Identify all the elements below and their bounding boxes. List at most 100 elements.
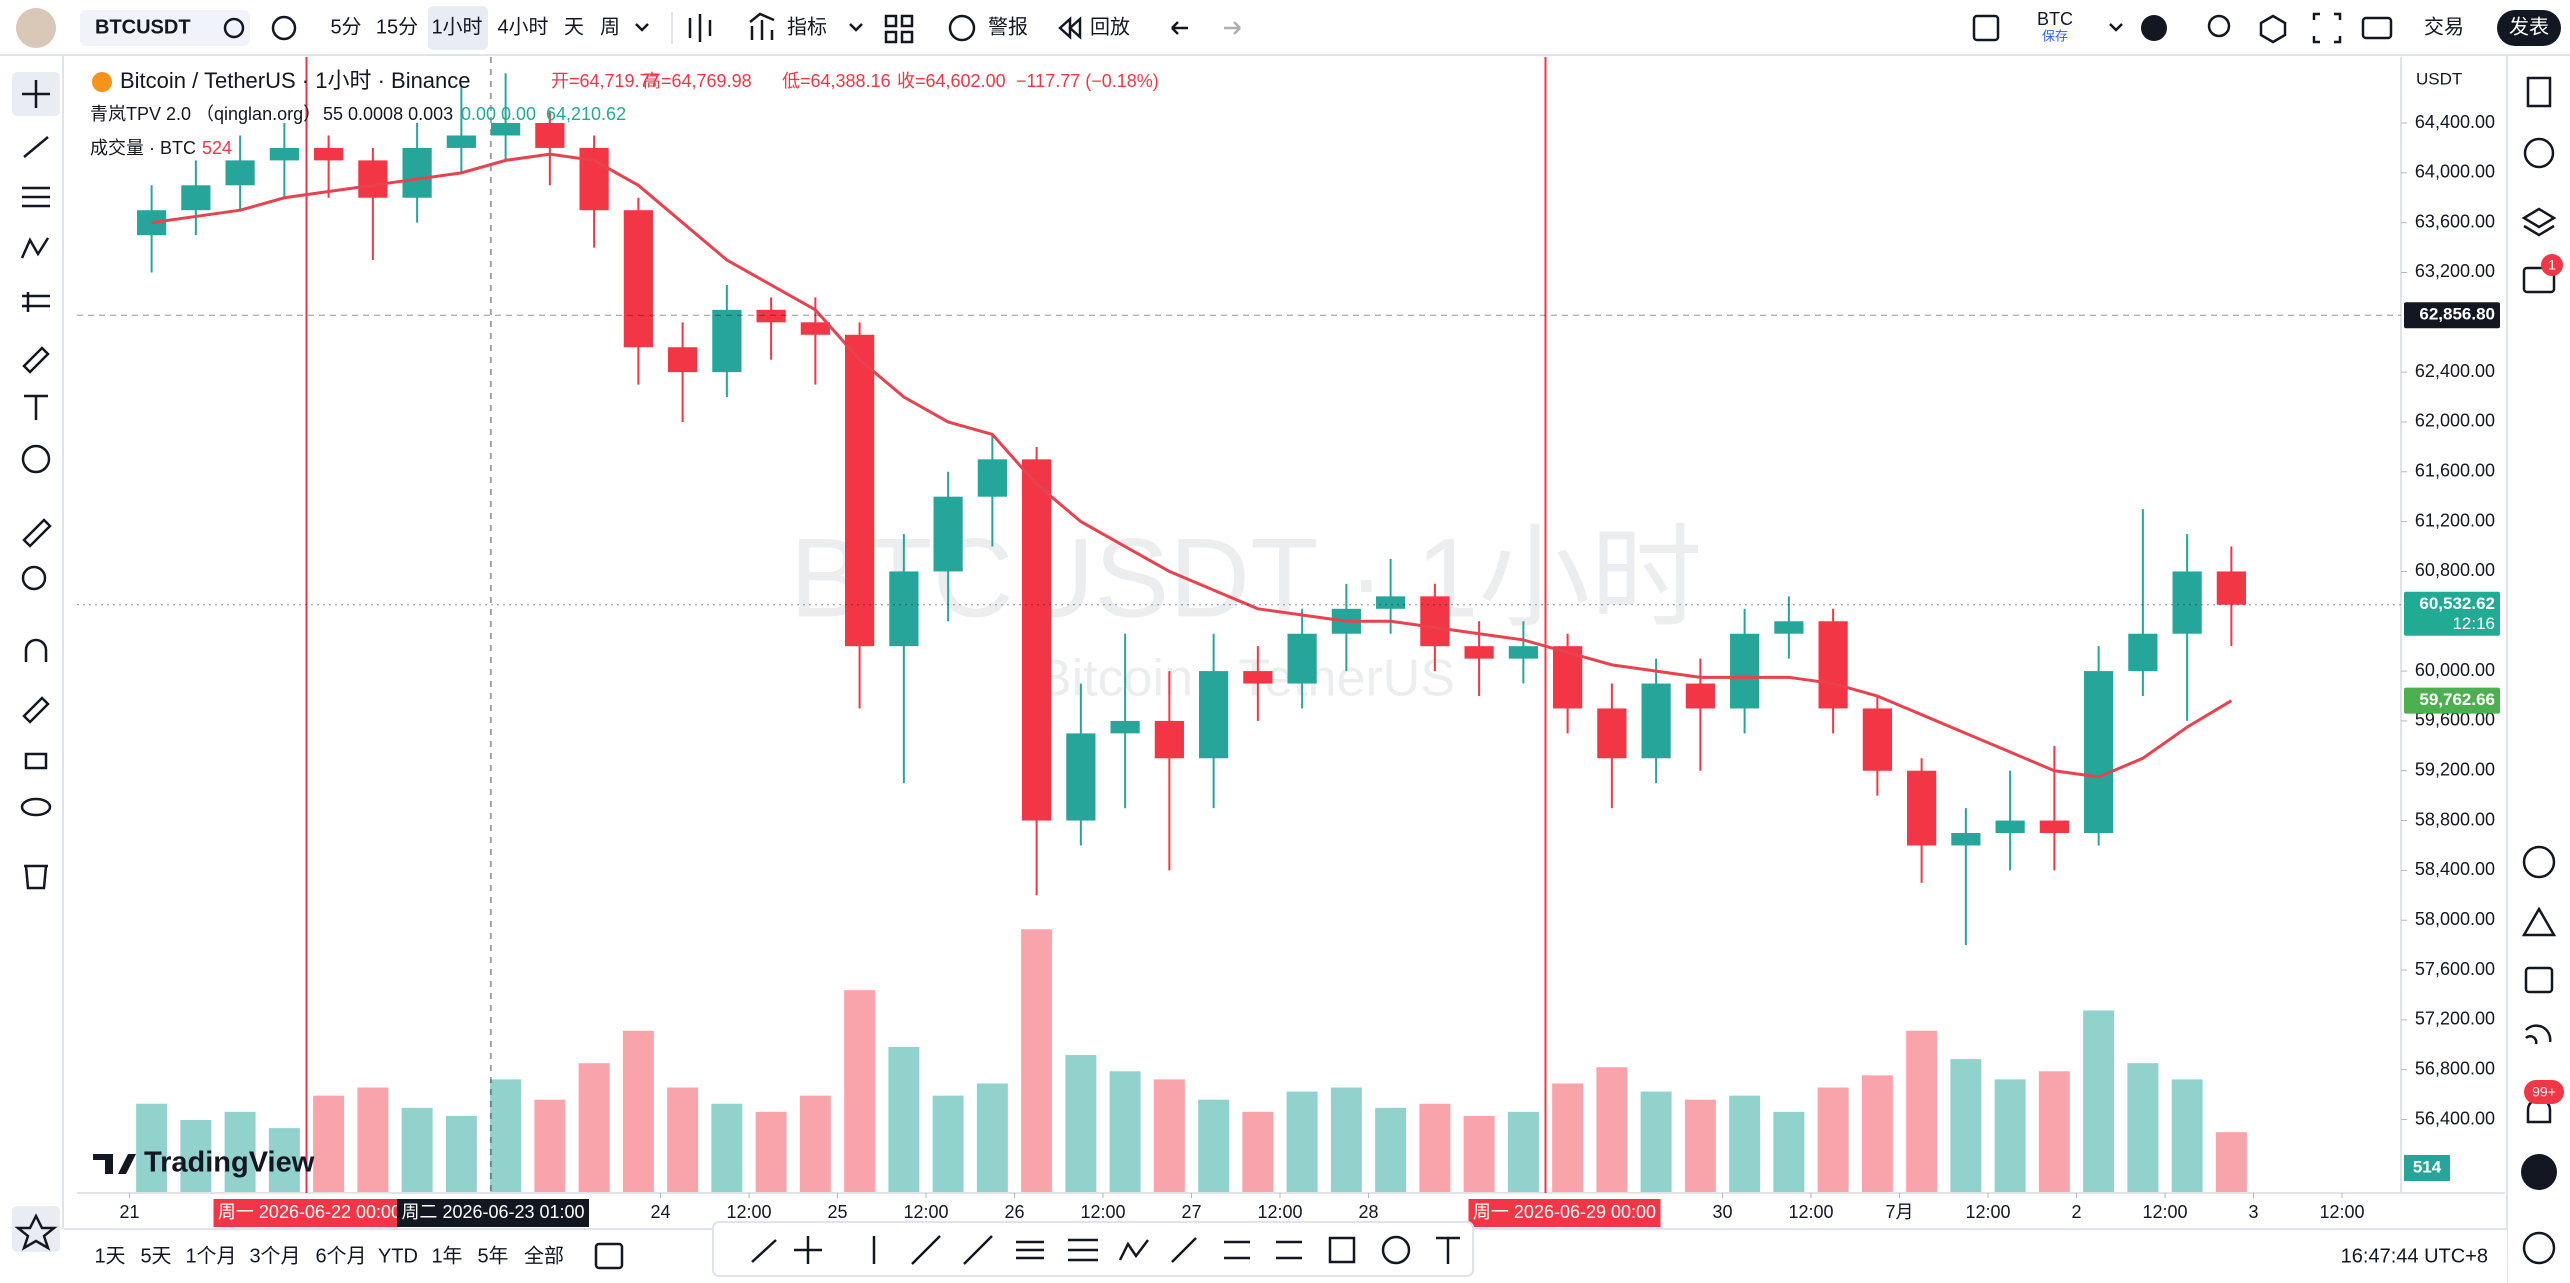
tool[interactable] <box>1381 1235 1411 1265</box>
undo[interactable] <box>1171 21 1188 35</box>
tool[interactable] <box>1224 1240 1250 1260</box>
search-icon[interactable] <box>2207 14 2231 38</box>
tool[interactable] <box>1068 1238 1098 1262</box>
tool[interactable] <box>751 1239 777 1263</box>
account[interactable]: BTC <box>2037 9 2073 29</box>
range[interactable]: 1个月 <box>185 1244 236 1267</box>
tool[interactable] <box>1436 1236 1460 1264</box>
interval[interactable]: 周 <box>600 16 620 38</box>
range[interactable]: 3个月 <box>249 1244 300 1267</box>
star-icon[interactable] <box>14 1213 58 1251</box>
chat-icon[interactable] <box>2522 266 2556 294</box>
tool[interactable] <box>1118 1239 1149 1261</box>
dropdown[interactable] <box>635 23 649 32</box>
indicators[interactable]: 指标 <box>787 15 827 38</box>
alert[interactable]: 警报 <box>988 15 1028 38</box>
candle-body <box>1376 596 1406 609</box>
apps-icon[interactable] <box>2521 1154 2557 1190</box>
symbol-search[interactable] <box>80 10 250 46</box>
layout-icon[interactable] <box>1972 14 2000 42</box>
lock-draw-tool[interactable] <box>22 696 50 724</box>
candle-body <box>668 347 698 373</box>
candle-body <box>2216 571 2246 605</box>
symbol-icon <box>92 72 112 92</box>
tool[interactable] <box>1171 1237 1197 1263</box>
y-tick-label: 59,600.00 <box>2415 710 2495 730</box>
tool[interactable] <box>1276 1240 1302 1260</box>
settings-icon[interactable] <box>2259 14 2287 44</box>
candle-body <box>491 123 521 136</box>
interval[interactable]: 4小时 <box>497 15 548 38</box>
marker-label: 周一 2026-06-29 00:00 <box>1473 1202 1656 1222</box>
stream-icon[interactable] <box>2525 1024 2552 1045</box>
interval[interactable]: 天 <box>564 16 584 38</box>
layout-icon[interactable] <box>884 14 914 44</box>
dropdown[interactable] <box>2109 23 2123 32</box>
volume-bar <box>2127 1063 2159 1193</box>
interval[interactable]: 15分 <box>376 15 418 38</box>
text-tool[interactable] <box>24 394 48 420</box>
ruler-tool[interactable] <box>22 518 52 548</box>
x-tick-label: 12:00 <box>1257 1202 1302 1222</box>
account-badge[interactable] <box>2141 15 2167 41</box>
fullscreen-icon[interactable] <box>2312 12 2342 44</box>
tool[interactable] <box>911 1235 941 1265</box>
chart-type-icon[interactable] <box>688 14 712 42</box>
magnet-tool[interactable] <box>24 638 48 662</box>
goto-date[interactable] <box>594 1242 624 1270</box>
forecast-tool[interactable] <box>22 292 50 312</box>
interval[interactable]: 5分 <box>330 15 361 38</box>
pattern-tool[interactable] <box>20 237 50 259</box>
visibility-tool[interactable] <box>20 797 52 817</box>
watchlist-icon[interactable] <box>2526 76 2552 108</box>
symbol[interactable]: BTCUSDT <box>95 16 191 38</box>
dropdown[interactable] <box>849 23 863 32</box>
publish[interactable]: 发表 <box>2509 15 2549 38</box>
zoom-tool[interactable] <box>21 565 47 591</box>
marker-label: 周一 2026-06-22 00:00 <box>218 1202 401 1222</box>
replay-icon[interactable] <box>1058 16 1082 40</box>
alert-icon[interactable] <box>948 14 976 42</box>
interval[interactable]: 1小时 <box>431 15 482 38</box>
ideas-icon[interactable] <box>2521 906 2557 937</box>
range[interactable]: 5天 <box>140 1245 171 1267</box>
calendar-icon[interactable] <box>2524 966 2554 994</box>
save[interactable]: 保存 <box>2042 28 2068 43</box>
tool[interactable] <box>963 1235 993 1265</box>
tool[interactable] <box>1016 1240 1044 1260</box>
tool[interactable] <box>794 1236 822 1264</box>
candle-body <box>889 571 919 647</box>
fib-tool[interactable] <box>22 186 50 208</box>
snapshot-icon[interactable] <box>2361 16 2393 40</box>
range[interactable]: 全部 <box>524 1244 564 1267</box>
trade[interactable]: 交易 <box>2424 15 2464 38</box>
alerts-icon[interactable] <box>2523 137 2555 169</box>
delete-tool[interactable] <box>24 864 48 890</box>
add-icon[interactable] <box>271 15 297 41</box>
x-tick-label: 12:00 <box>2319 1202 2364 1222</box>
publish-button[interactable] <box>2497 10 2561 46</box>
tool[interactable] <box>1328 1236 1356 1264</box>
candle-body <box>845 334 875 647</box>
trend-tool[interactable] <box>23 136 49 158</box>
brush-tool[interactable] <box>22 346 50 374</box>
range[interactable]: 1年 <box>431 1244 462 1267</box>
widgets: 1 99+ <box>2521 76 2564 1265</box>
layers-icon[interactable] <box>2521 207 2557 237</box>
range[interactable]: 5年 <box>477 1244 508 1267</box>
ohlc: 低=64,388.16 <box>782 71 891 91</box>
target-icon[interactable] <box>2522 845 2556 879</box>
range[interactable]: YTD <box>378 1245 418 1267</box>
avatar[interactable] <box>16 8 56 48</box>
replay[interactable]: 回放 <box>1090 15 1130 38</box>
favorites[interactable] <box>12 1206 60 1252</box>
indicator-icon[interactable] <box>749 12 775 40</box>
redo[interactable] <box>1224 21 1241 35</box>
lock-tool[interactable] <box>24 752 48 770</box>
range[interactable]: 1天 <box>94 1245 125 1267</box>
crosshair-tool[interactable] <box>22 80 50 108</box>
range[interactable]: 6个月 <box>315 1244 366 1267</box>
icon[interactable] <box>223 17 245 39</box>
emoji-tool[interactable] <box>21 444 51 474</box>
help-icon[interactable] <box>2522 1231 2556 1265</box>
